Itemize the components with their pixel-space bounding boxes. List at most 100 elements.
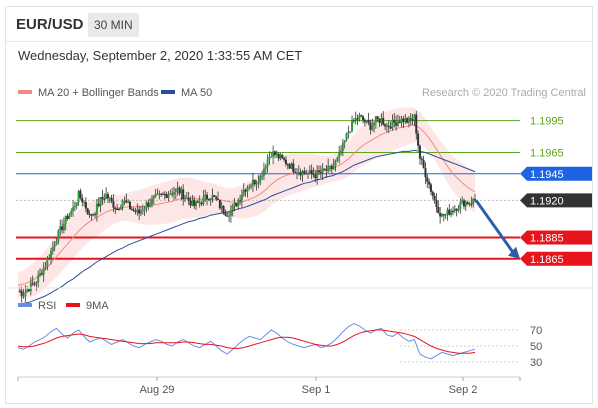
candle-body: [356, 118, 359, 120]
candle-body: [84, 202, 87, 209]
candle-body: [428, 181, 431, 185]
candle-body: [79, 190, 82, 198]
level-label-1.1945: 1.1945: [530, 169, 564, 181]
candle-body: [152, 196, 155, 199]
candle-body: [110, 197, 113, 202]
candle-body: [354, 118, 357, 121]
candle-body: [206, 194, 209, 200]
candle-body: [101, 197, 104, 199]
rsi-tick-label-50: 50: [530, 341, 542, 353]
candle-body: [112, 201, 115, 208]
rsi-series-rsi: [17, 323, 476, 360]
candle-body: [57, 230, 60, 242]
candle-body: [138, 209, 141, 214]
candle-body: [384, 124, 387, 127]
bollinger-band: [18, 107, 475, 299]
candle-body: [371, 125, 374, 130]
forecast-arrow: [474, 199, 520, 259]
candle-body: [81, 197, 84, 203]
candle-body: [385, 125, 388, 127]
candle-body: [24, 292, 27, 296]
candle-body: [31, 282, 34, 284]
candle-body: [130, 208, 133, 210]
candle-body: [77, 190, 80, 203]
candle-body: [44, 266, 47, 268]
candle-body: [95, 203, 98, 215]
candle-body: [391, 119, 394, 129]
candle-body: [446, 209, 449, 214]
candle-body: [418, 145, 421, 159]
candle-body: [395, 122, 398, 126]
candle-body: [99, 197, 102, 207]
candle-body: [279, 154, 282, 159]
candle-body: [220, 206, 223, 209]
candle-body: [308, 170, 311, 174]
candle-body: [180, 189, 183, 194]
candle-body: [42, 267, 45, 275]
level-label-1.1885: 1.1885: [530, 233, 564, 245]
candle-body: [145, 202, 148, 208]
candle-body: [323, 168, 326, 170]
candle-body: [117, 209, 120, 211]
candle-body: [108, 197, 111, 199]
candle-body: [448, 209, 451, 216]
candle-body: [196, 201, 199, 203]
candle-body: [327, 165, 330, 171]
timeframe-badge[interactable]: 30 MIN: [88, 13, 139, 37]
candle-body: [373, 122, 376, 126]
candle-body: [474, 199, 476, 201]
candle-body: [268, 156, 271, 160]
candle-body: [338, 152, 341, 158]
candle-body: [250, 185, 253, 187]
candle-body: [360, 115, 363, 117]
candle-body: [224, 213, 227, 216]
candle-body: [470, 203, 473, 205]
candle-body: [259, 175, 262, 183]
candle-body: [237, 200, 240, 207]
candle-body: [345, 133, 348, 141]
legend-label-rsi: RSI: [38, 300, 56, 312]
level-label-1.1995: 1.1995: [530, 116, 564, 128]
candle-body: [420, 158, 423, 160]
candle-body: [310, 170, 313, 174]
candle-body: [139, 211, 142, 214]
chart-header: EUR/USD 30 MIN: [6, 7, 592, 42]
legend-label-ma50: MA 50: [181, 87, 212, 99]
candle-body: [281, 154, 284, 159]
candle-body: [406, 118, 409, 123]
candle-body: [40, 273, 43, 275]
ma50-line: [17, 149, 476, 305]
candle-body: [191, 199, 194, 206]
candle-body: [235, 203, 238, 207]
candle-body: [244, 189, 247, 192]
forecast-arrow-head: [508, 246, 520, 259]
candle-body: [61, 226, 64, 231]
candle-body: [195, 201, 198, 206]
candle-body: [277, 153, 280, 159]
legend-swatch-ma50: [161, 90, 175, 94]
candle-body: [193, 199, 196, 206]
candle-body: [37, 275, 40, 283]
candle-body: [295, 172, 298, 174]
candle-body: [444, 213, 447, 216]
candle-body: [435, 200, 438, 208]
credit-text: Research © 2020 Trading Central: [422, 87, 586, 99]
candle-body: [417, 133, 420, 146]
candle-body: [88, 213, 91, 215]
candle-body: [257, 182, 260, 184]
candle-body: [228, 215, 231, 217]
candle-body: [365, 119, 368, 123]
candle-body: [53, 244, 56, 247]
candle-body: [50, 250, 53, 259]
candle-body: [382, 118, 385, 125]
x-axis-ticks: Aug 29 Sep 1 Sep 2: [17, 377, 521, 396]
candle-body: [253, 179, 256, 185]
candle-body: [105, 194, 108, 200]
candle-body: [22, 295, 25, 297]
level-tag-1.1865: [520, 251, 592, 266]
candle-body: [369, 122, 372, 130]
candle-body: [246, 187, 249, 192]
candle-body: [90, 213, 93, 216]
candle-body: [128, 201, 131, 209]
candle-body: [455, 208, 458, 211]
